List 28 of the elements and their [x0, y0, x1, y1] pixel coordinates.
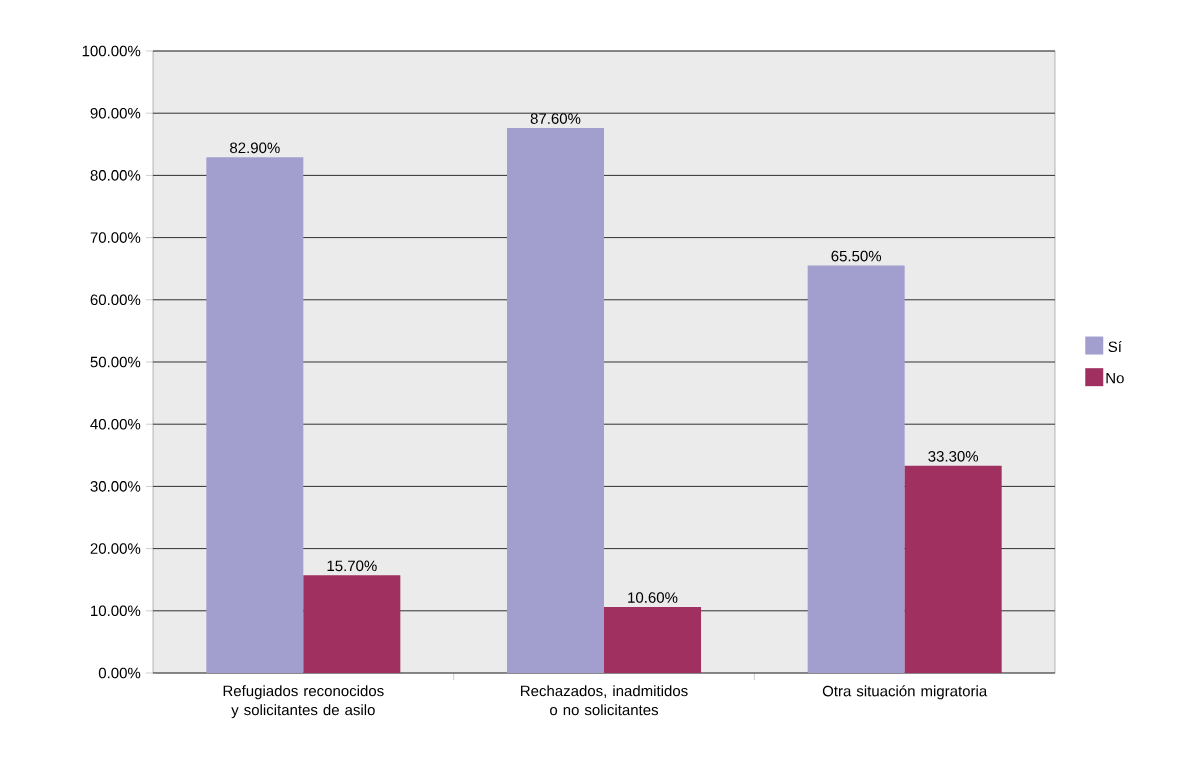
y-tick-label: 100.00%	[82, 45, 141, 57]
legend-label: No	[1106, 372, 1124, 384]
y-tick-label: 80.00%	[90, 170, 141, 181]
y-tick-label: 40.00%	[90, 418, 141, 430]
data-label: 87.60%	[530, 113, 581, 124]
bar	[604, 607, 702, 673]
bar	[206, 157, 304, 673]
x-tick-label: Rechazados, inadmitidos o no solicitantes	[521, 685, 688, 716]
data-label: 65.50%	[831, 250, 882, 262]
data-label: 33.30%	[928, 451, 979, 462]
y-tick-label: 30.00%	[90, 481, 141, 492]
y-tick-label: 90.00%	[90, 107, 141, 119]
y-tick-label: 50.00%	[90, 356, 141, 368]
bar	[303, 575, 401, 673]
bar	[507, 128, 604, 673]
data-label: 10.60%	[628, 592, 678, 603]
bar	[807, 265, 905, 673]
y-tick-label: 60.00%	[90, 294, 141, 306]
y-tick-label: 70.00%	[90, 232, 141, 243]
data-label: 82.90%	[230, 142, 280, 154]
y-tick-label: 20.00%	[90, 543, 141, 554]
x-tick-label: Otra situación migratoria	[822, 685, 988, 700]
legend-label: Sí	[1108, 340, 1122, 353]
x-tick-label: Refugiados reconocidos y solicitantes de asilo	[223, 685, 384, 719]
y-tick-label: 0.00%	[98, 667, 141, 679]
data-label: 15.70%	[327, 560, 377, 572]
y-tick-label: 10.00%	[91, 605, 141, 617]
bar	[904, 465, 1002, 673]
